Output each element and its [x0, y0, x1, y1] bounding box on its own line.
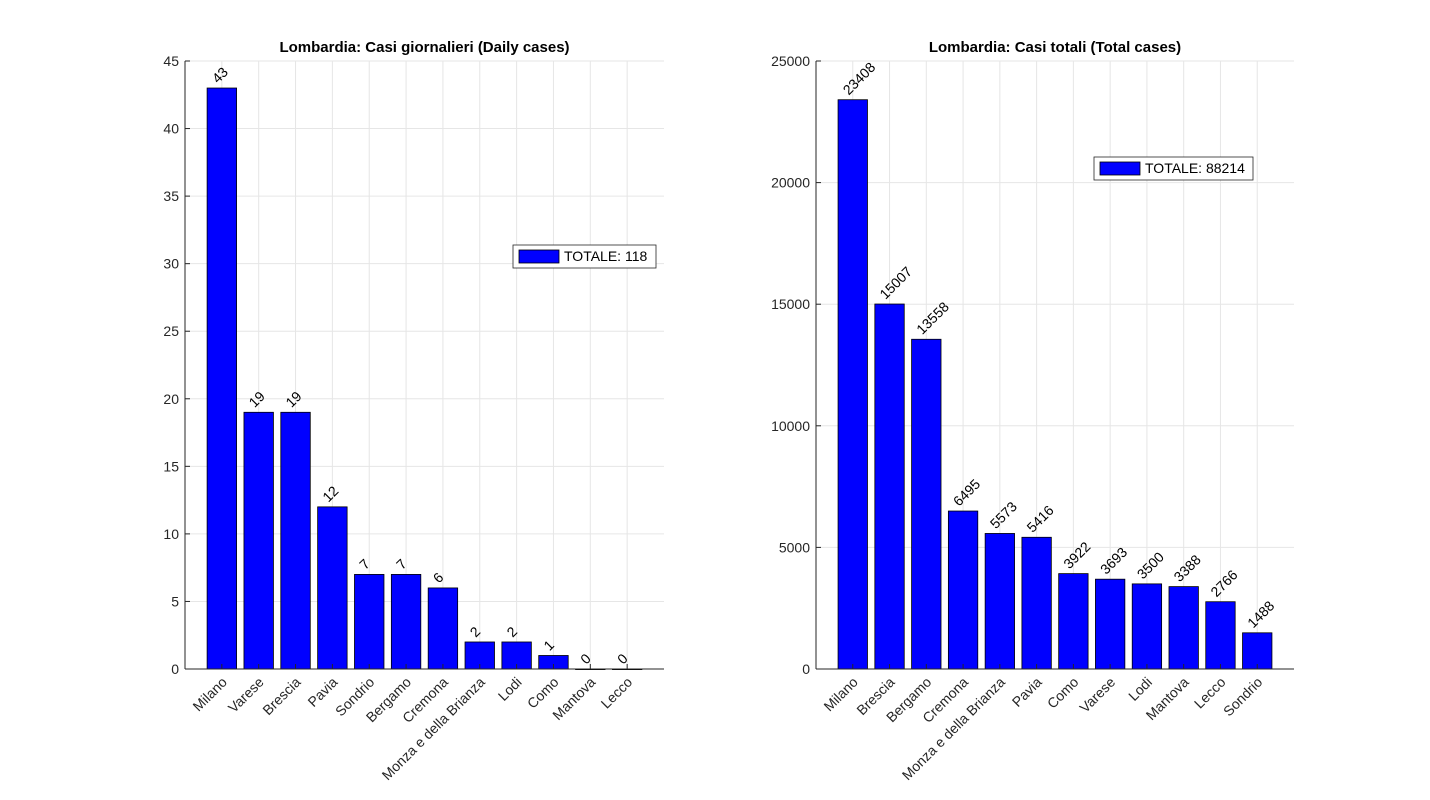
y-tick-label: 5000	[779, 539, 810, 555]
data-label: 3693	[1097, 544, 1130, 577]
y-tick-label: 40	[163, 121, 179, 137]
legend-swatch	[1099, 161, 1141, 176]
legend-swatch	[518, 249, 560, 264]
data-label: 23408	[840, 59, 879, 98]
data-label: 6	[430, 569, 447, 586]
data-label: 3500	[1134, 549, 1167, 582]
data-label: 2766	[1207, 566, 1240, 599]
y-tick-label: 5	[171, 593, 179, 609]
bar-milano	[206, 87, 237, 670]
bar-bergamo	[911, 338, 942, 670]
bar-sondrio	[354, 574, 385, 670]
bar-como	[1058, 573, 1089, 670]
data-label: 1488	[1244, 597, 1277, 630]
x-tick-label: Sondrio	[1220, 674, 1266, 720]
data-label: 2	[503, 623, 520, 640]
y-tick-label: 35	[163, 188, 179, 204]
data-label: 5573	[987, 498, 1020, 531]
bar-brescia	[280, 411, 311, 670]
legend: TOTALE: 88214	[1093, 156, 1254, 181]
x-tick-label: Milano	[189, 674, 230, 715]
y-tick-label: 25	[163, 323, 179, 339]
bar-sondrio	[1242, 632, 1273, 670]
x-tick-label: Como	[1044, 674, 1082, 712]
y-tick-label: 15000	[771, 296, 810, 312]
x-tick-label: Pavia	[1009, 674, 1045, 710]
y-tick-label: 15	[163, 458, 179, 474]
bar-mantova	[1168, 586, 1199, 670]
bar-brescia	[874, 303, 905, 670]
bar-bergamo	[390, 574, 422, 670]
data-label: 0	[614, 650, 631, 667]
bar-pavia	[317, 506, 348, 670]
data-label: 12	[319, 483, 341, 505]
x-tick-label: Lodi	[1125, 674, 1155, 704]
data-label: 19	[282, 388, 304, 410]
data-label: 7	[393, 556, 410, 573]
x-tick-label: Lodi	[495, 674, 525, 704]
x-tick-label: Varese	[1076, 674, 1118, 716]
legend-label: TOTALE: 118	[564, 248, 647, 264]
data-label: 2	[467, 623, 484, 640]
chart-title: Lombardia: Casi totali (Total cases)	[929, 39, 1181, 56]
data-label: 3922	[1060, 538, 1093, 571]
legend: TOTALE: 118	[512, 244, 657, 269]
chart-2: 0500010000150002000025000MilanoBresciaBe…	[771, 39, 1294, 783]
y-tick-label: 0	[802, 661, 810, 677]
y-tick-label: 30	[163, 256, 179, 272]
data-label: 43	[209, 64, 231, 86]
y-tick-label: 25000	[771, 53, 810, 69]
data-label: 0	[577, 650, 594, 667]
chart-title: Lombardia: Casi giornalieri (Daily cases…	[279, 39, 569, 56]
data-label: 7	[356, 556, 373, 573]
bar-pavia	[1021, 536, 1052, 670]
y-tick-label: 45	[163, 53, 179, 69]
data-label: 5416	[1023, 502, 1056, 535]
y-tick-label: 0	[171, 661, 179, 677]
bar-cremona	[947, 510, 979, 670]
data-label: 15007	[876, 263, 915, 302]
y-tick-label: 10000	[771, 418, 810, 434]
data-label: 1	[540, 637, 557, 654]
bar-monza-e-della-brianza	[984, 533, 1015, 670]
y-tick-label: 20000	[771, 175, 810, 191]
bar-lecco	[1205, 601, 1236, 670]
x-tick-label: Lecco	[598, 674, 636, 712]
bar-milano	[837, 99, 868, 670]
data-label: 3388	[1170, 551, 1203, 584]
x-tick-label: Brescia	[259, 674, 303, 718]
data-label: 6495	[950, 476, 983, 509]
bar-varese	[1095, 578, 1126, 670]
y-tick-label: 10	[163, 526, 179, 542]
y-tick-label: 20	[163, 391, 179, 407]
legend-label: TOTALE: 88214	[1145, 160, 1245, 176]
bar-cremona	[427, 587, 459, 670]
bar-varese	[243, 411, 274, 670]
data-label: 19	[245, 388, 267, 410]
bar-lodi	[1131, 583, 1163, 670]
